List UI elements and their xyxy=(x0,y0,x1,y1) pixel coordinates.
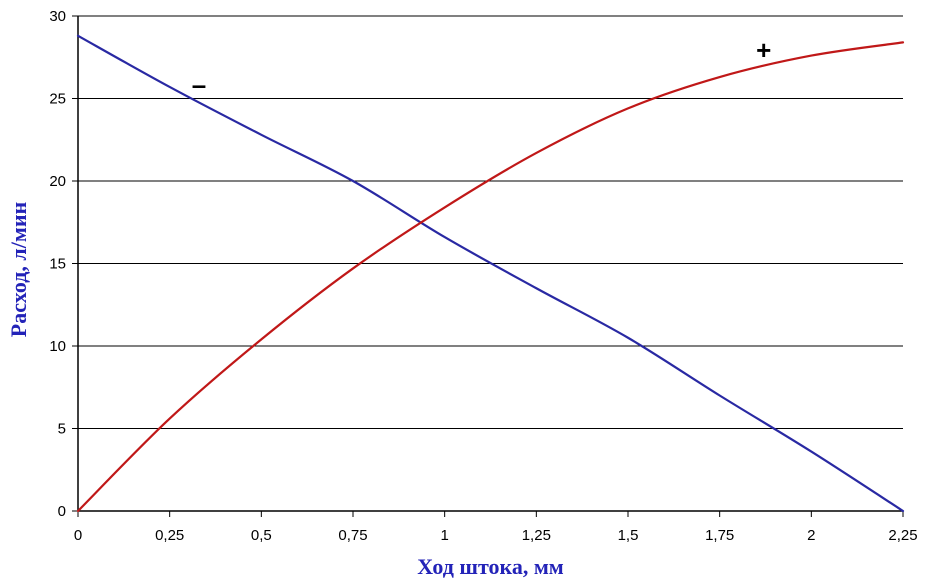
series-lines xyxy=(76,34,905,513)
series-markers: –+ xyxy=(192,35,771,100)
x-tick-label: 1 xyxy=(440,527,448,544)
x-axis-title: Ход штока, мм xyxy=(417,554,564,579)
x-tick-label: 1,75 xyxy=(705,527,734,544)
series-marker-2: + xyxy=(756,35,771,65)
y-tick-label: 15 xyxy=(49,256,66,273)
y-tick-label: 10 xyxy=(49,338,66,355)
y-tick-label: 30 xyxy=(49,8,66,25)
x-tick-label: 2 xyxy=(807,527,815,544)
y-tick-label: 20 xyxy=(49,173,66,190)
x-tick-label: 0,5 xyxy=(251,527,272,544)
y-tick-label: 0 xyxy=(58,503,66,520)
x-tick-label: 0,75 xyxy=(338,527,367,544)
y-tick-label: 25 xyxy=(49,91,66,108)
x-tick-label: 1,5 xyxy=(618,527,639,544)
y-tick-label: 5 xyxy=(58,421,66,438)
x-tick-label: 0,25 xyxy=(155,527,184,544)
x-tick-label: 0 xyxy=(74,527,82,544)
x-tick-label: 2,25 xyxy=(888,527,917,544)
series-marker-1: – xyxy=(192,69,206,99)
x-tick-label: 1,25 xyxy=(522,527,551,544)
axis-ticks: 0 5 10 15 20 25 30 0 0,25 0,5 0,75 1 1,25 1,5 1,75 2 2,2… xyxy=(49,8,917,544)
series-line-2 xyxy=(76,41,905,513)
y-axis-title: Расход, л/мин xyxy=(6,202,31,338)
series-line-1 xyxy=(76,34,905,513)
